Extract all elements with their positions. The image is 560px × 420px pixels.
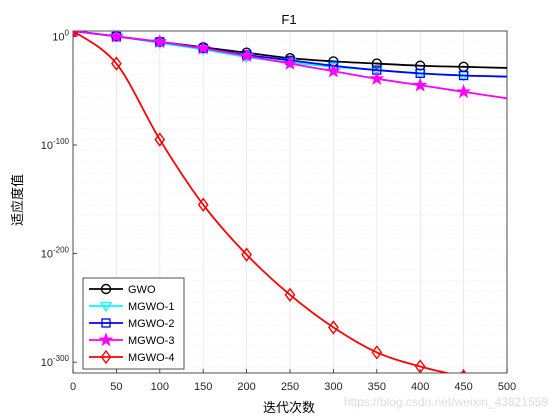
data-point-mgwo-1 — [327, 62, 340, 74]
data-point-mgwo-3 — [456, 84, 471, 98]
legend-label-mgwo-1: MGWO-1 — [128, 301, 174, 313]
legend-marker-mgwo-1 — [99, 301, 113, 313]
series-mgwo-4 — [73, 31, 467, 373]
y-tick-label: 100 — [52, 28, 69, 43]
legend-item-mgwo-3: MGWO-3 — [89, 332, 174, 347]
y-tick-base: 10 — [52, 31, 64, 43]
x-tick-label: 0 — [70, 381, 76, 393]
data-point-mgwo-4 — [328, 320, 339, 335]
data-point-mgwo-4 — [371, 345, 383, 360]
data-point-mgwo-2 — [458, 70, 469, 81]
series-group — [73, 31, 507, 373]
legend-label-mgwo-3: MGWO-3 — [128, 335, 174, 347]
series-mgwo-3 — [73, 31, 507, 100]
data-point-mgwo-4 — [284, 287, 296, 302]
x-tick-label: 200 — [237, 381, 255, 393]
y-tick-base: 10 — [41, 249, 53, 261]
watermark: https://blog.csdn.net/weixin_43821559 — [344, 395, 548, 409]
legend-label-mgwo-4: MGWO-4 — [128, 352, 174, 364]
data-point-mgwo-3 — [109, 31, 124, 43]
y-tick-exponent: 0 — [65, 28, 70, 37]
legend-label-mgwo-2: MGWO-2 — [128, 318, 174, 330]
x-tick-label: 500 — [498, 381, 516, 393]
data-point-mgwo-4 — [241, 247, 252, 262]
legend-item-mgwo-4: MGWO-4 — [89, 349, 174, 365]
y-tick-label: 10-100 — [41, 137, 70, 152]
data-point-mgwo-4 — [197, 197, 209, 212]
legend-marker-gwo — [100, 283, 112, 295]
x-tick-label: 450 — [454, 381, 472, 393]
x-tick-label: 150 — [194, 381, 212, 393]
y-tick-exponent: -200 — [53, 246, 70, 255]
y-tick-exponent: -100 — [53, 137, 70, 146]
legend-item-gwo: GWO — [89, 283, 156, 296]
y-tick-label: 10-300 — [41, 354, 70, 369]
data-point-mgwo-3 — [152, 34, 168, 49]
legend-marker-mgwo-3 — [98, 332, 114, 347]
y-axis-label: 适应度值 — [10, 174, 26, 226]
data-point-gwo — [371, 58, 382, 69]
legend-item-mgwo-2: MGWO-2 — [89, 318, 174, 330]
y-tick-base: 10 — [41, 357, 53, 369]
data-point-mgwo-3 — [326, 63, 341, 78]
data-point-mgwo-3 — [282, 55, 298, 70]
y-tick-base: 10 — [41, 140, 53, 152]
legend-marker-mgwo-4 — [100, 349, 112, 365]
x-tick-label: 350 — [368, 381, 386, 393]
x-tick-label: 400 — [411, 381, 429, 393]
x-tick-label: 50 — [110, 381, 122, 393]
data-point-mgwo-4 — [414, 359, 426, 373]
legend-item-mgwo-1: MGWO-1 — [89, 301, 174, 313]
data-point-mgwo-3 — [239, 48, 254, 63]
data-point-mgwo-3 — [195, 40, 211, 55]
series-line-mgwo-4 — [73, 31, 452, 373]
data-point-mgwo-2 — [415, 68, 425, 78]
legend: GWO MGWO-1 MGWO-2 MGWO-3 MGWO-4 — [82, 277, 185, 370]
x-tick-label: 300 — [324, 381, 342, 393]
x-tick-label: 250 — [281, 381, 299, 393]
chart-title: F1 — [281, 12, 296, 27]
x-axis-label: 迭代次数 — [263, 400, 315, 416]
y-tick-exponent: -300 — [53, 354, 70, 363]
data-point-mgwo-4 — [111, 56, 122, 71]
data-point-mgwo-4 — [154, 132, 166, 147]
plot-area: 0 50 100 150 200 250 300 350 400 450 50010010-1001… — [41, 28, 516, 393]
legend-marker-mgwo-2 — [101, 318, 111, 328]
x-tick-label: 100 — [151, 381, 169, 393]
legend-label-gwo: GWO — [128, 284, 156, 296]
y-tick-label: 10-200 — [41, 246, 70, 261]
data-point-mgwo-3 — [369, 71, 385, 85]
data-point-mgwo-3 — [412, 77, 428, 92]
